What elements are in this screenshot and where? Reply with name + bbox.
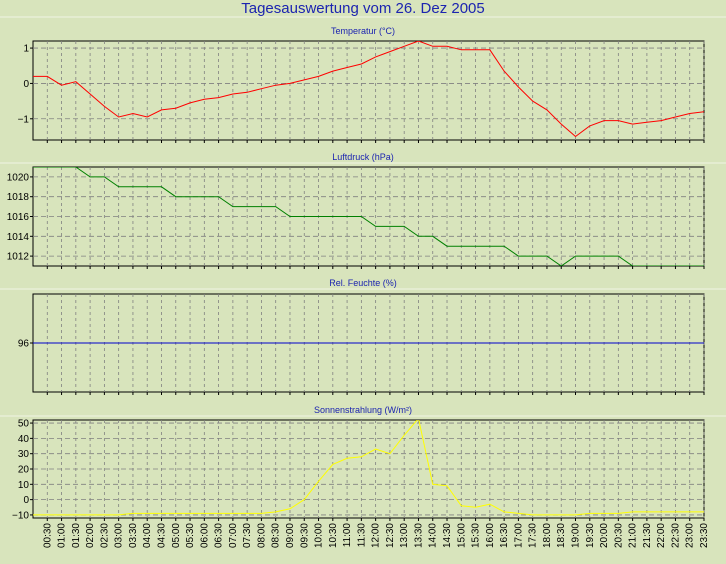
- time-tick-label: 01:30: [71, 523, 82, 548]
- time-tick-label: 21:30: [642, 523, 653, 548]
- pressure-ytick-label: 1018: [7, 192, 30, 203]
- pressure-ytick-label: 1020: [7, 172, 30, 183]
- temperature-ytick-label: 1: [23, 44, 29, 55]
- time-tick-label: 11:00: [342, 523, 353, 548]
- time-tick-label: 09:00: [285, 523, 296, 548]
- time-tick-label: 17:30: [528, 523, 539, 548]
- pressure-ytick-label: 1014: [7, 232, 30, 243]
- time-tick-label: 22:30: [670, 523, 681, 548]
- time-tick-label: 16:00: [485, 523, 496, 548]
- solar-chart-title: Sonnenstrahlung (W/m²): [313, 405, 413, 415]
- time-tick-label: 02:30: [99, 523, 110, 548]
- solar-ytick-label: −10: [12, 510, 29, 521]
- pressure-series-line: [33, 167, 704, 266]
- temperature-chart-title: Temperatur (°C): [330, 26, 396, 36]
- temperature-plot-frame: [32, 40, 705, 141]
- time-tick-label: 05:00: [171, 523, 182, 548]
- solar-ytick-label: 30: [18, 449, 30, 460]
- solar-ytick-label: 10: [18, 480, 30, 491]
- solar-ytick-label: 50: [18, 419, 30, 430]
- time-tick-label: 06:30: [214, 523, 225, 548]
- time-tick-label: 07:30: [242, 523, 253, 548]
- time-tick-label: 15:30: [471, 523, 482, 548]
- time-tick-label: 04:30: [156, 523, 167, 548]
- time-tick-label: 18:00: [542, 523, 553, 548]
- time-tick-label: 07:00: [228, 523, 239, 548]
- solar-series-line: [33, 420, 704, 516]
- pressure-chart-title: Luftdruck (hPa): [332, 152, 394, 162]
- time-tick-label: 14:30: [442, 523, 453, 548]
- temperature-ytick-label: 0: [23, 79, 29, 90]
- time-tick-label: 09:30: [299, 523, 310, 548]
- time-tick-label: 03:00: [114, 523, 125, 548]
- solar-ytick-label: 40: [18, 434, 30, 445]
- time-tick-label: 12:00: [371, 523, 382, 548]
- time-tick-label: 20:30: [613, 523, 624, 548]
- page-title: Tagesauswertung vom 26. Dez 2005: [241, 0, 485, 17]
- time-tick-label: 19:00: [571, 523, 582, 548]
- temperature-ytick-label: −1: [18, 114, 30, 125]
- pressure-ytick-label: 1012: [7, 252, 30, 263]
- time-tick-label: 15:00: [456, 523, 467, 548]
- temperature-series-line: [33, 41, 704, 138]
- time-tick-label: 14:00: [428, 523, 439, 548]
- humidity-chart-title: Rel. Feuchte (%): [329, 278, 397, 288]
- solar-ytick-label: 0: [23, 495, 29, 506]
- time-tick-label: 18:30: [556, 523, 567, 548]
- humidity-ytick-label: 96: [18, 339, 30, 350]
- time-tick-label: 20:00: [599, 523, 610, 548]
- time-tick-label: 10:30: [328, 523, 339, 548]
- time-tick-label: 08:00: [256, 523, 267, 548]
- time-tick-label: 17:00: [513, 523, 524, 548]
- time-tick-label: 06:00: [199, 523, 210, 548]
- time-tick-label: 13:00: [399, 523, 410, 548]
- time-tick-label: 00:30: [42, 523, 53, 548]
- time-tick-label: 04:00: [142, 523, 153, 548]
- time-tick-label: 23:30: [699, 523, 710, 548]
- time-tick-label: 12:30: [385, 523, 396, 548]
- time-tick-label: 11:30: [356, 523, 367, 548]
- time-tick-label: 10:00: [314, 523, 325, 548]
- time-tick-label: 23:00: [685, 523, 696, 548]
- time-tick-label: 03:30: [128, 523, 139, 548]
- time-tick-label: 16:30: [499, 523, 510, 548]
- time-tick-label: 02:00: [85, 523, 96, 548]
- pressure-ytick-label: 1016: [7, 212, 30, 223]
- time-tick-label: 19:30: [585, 523, 596, 548]
- time-tick-label: 13:30: [413, 523, 424, 548]
- time-tick-label: 08:30: [271, 523, 282, 548]
- time-tick-label: 22:00: [656, 523, 667, 548]
- time-tick-label: 05:30: [185, 523, 196, 548]
- solar-ytick-label: 20: [18, 465, 30, 476]
- time-tick-label: 01:00: [57, 523, 68, 548]
- time-tick-label: 21:00: [628, 523, 639, 548]
